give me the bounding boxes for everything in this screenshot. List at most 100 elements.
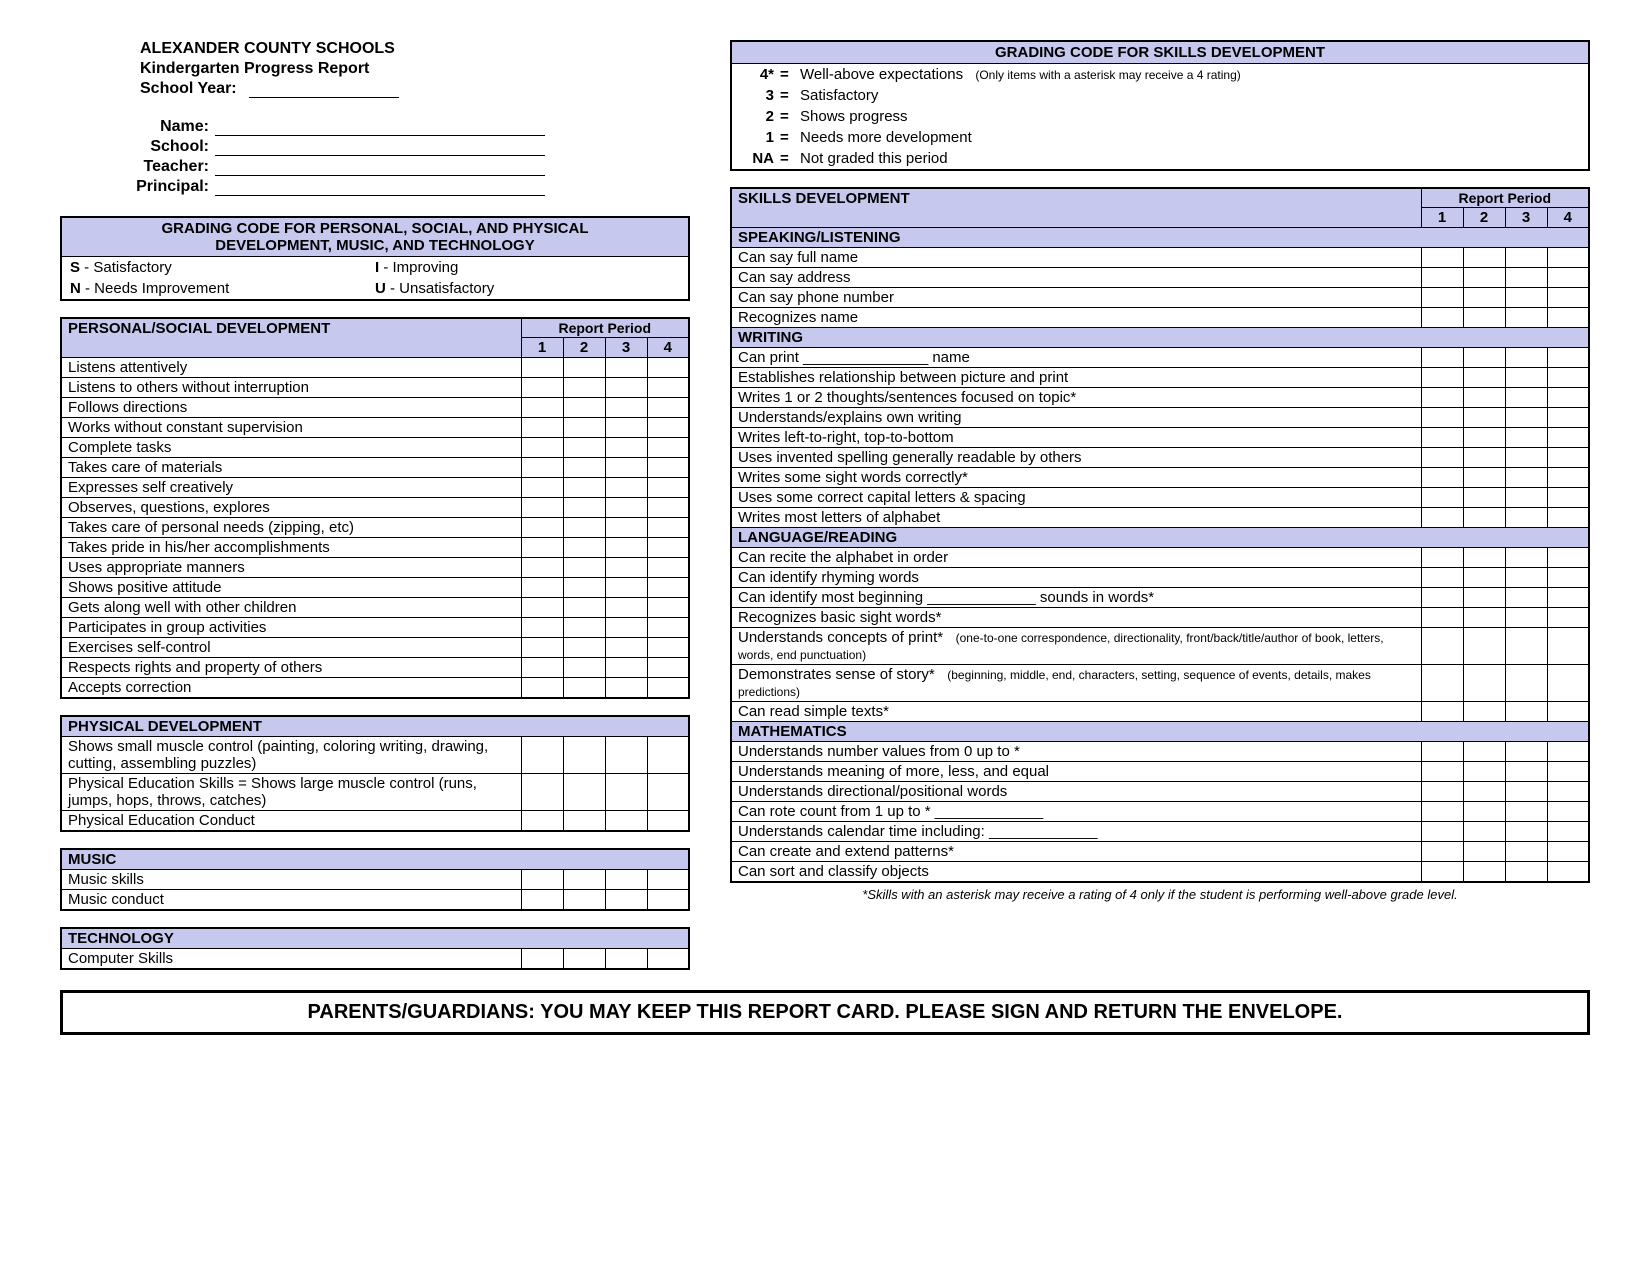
period-cell[interactable] xyxy=(521,578,563,598)
period-cell[interactable] xyxy=(1505,448,1547,468)
period-cell[interactable] xyxy=(1421,368,1463,388)
period-cell[interactable] xyxy=(563,398,605,418)
period-cell[interactable] xyxy=(1421,348,1463,368)
period-cell[interactable] xyxy=(521,618,563,638)
period-cell[interactable] xyxy=(1421,782,1463,802)
period-cell[interactable] xyxy=(563,774,605,811)
period-cell[interactable] xyxy=(563,638,605,658)
period-cell[interactable] xyxy=(1463,628,1505,665)
period-cell[interactable] xyxy=(1421,568,1463,588)
period-cell[interactable] xyxy=(647,618,689,638)
teacher-line[interactable] xyxy=(215,158,545,176)
period-cell[interactable] xyxy=(563,378,605,398)
period-cell[interactable] xyxy=(605,678,647,699)
period-cell[interactable] xyxy=(563,558,605,578)
period-cell[interactable] xyxy=(647,378,689,398)
period-cell[interactable] xyxy=(521,774,563,811)
period-cell[interactable] xyxy=(647,358,689,378)
period-cell[interactable] xyxy=(1505,488,1547,508)
period-cell[interactable] xyxy=(1547,742,1589,762)
period-cell[interactable] xyxy=(1547,268,1589,288)
period-cell[interactable] xyxy=(1505,782,1547,802)
period-cell[interactable] xyxy=(563,870,605,890)
period-cell[interactable] xyxy=(521,811,563,832)
period-cell[interactable] xyxy=(647,638,689,658)
period-cell[interactable] xyxy=(1505,368,1547,388)
period-cell[interactable] xyxy=(1463,348,1505,368)
period-cell[interactable] xyxy=(647,418,689,438)
period-cell[interactable] xyxy=(1505,408,1547,428)
period-cell[interactable] xyxy=(1547,508,1589,528)
period-cell[interactable] xyxy=(1547,348,1589,368)
period-cell[interactable] xyxy=(605,811,647,832)
period-cell[interactable] xyxy=(1421,842,1463,862)
period-cell[interactable] xyxy=(521,737,563,774)
period-cell[interactable] xyxy=(1421,742,1463,762)
period-cell[interactable] xyxy=(521,418,563,438)
period-cell[interactable] xyxy=(605,358,647,378)
period-cell[interactable] xyxy=(563,358,605,378)
period-cell[interactable] xyxy=(605,578,647,598)
period-cell[interactable] xyxy=(647,890,689,911)
period-cell[interactable] xyxy=(563,598,605,618)
period-cell[interactable] xyxy=(647,538,689,558)
period-cell[interactable] xyxy=(1463,368,1505,388)
period-cell[interactable] xyxy=(521,538,563,558)
period-cell[interactable] xyxy=(1547,548,1589,568)
period-cell[interactable] xyxy=(1547,468,1589,488)
period-cell[interactable] xyxy=(521,358,563,378)
period-cell[interactable] xyxy=(521,658,563,678)
period-cell[interactable] xyxy=(1421,608,1463,628)
period-cell[interactable] xyxy=(1505,702,1547,722)
period-cell[interactable] xyxy=(1421,702,1463,722)
period-cell[interactable] xyxy=(563,418,605,438)
period-cell[interactable] xyxy=(605,658,647,678)
period-cell[interactable] xyxy=(1421,862,1463,883)
period-cell[interactable] xyxy=(647,811,689,832)
period-cell[interactable] xyxy=(1421,628,1463,665)
principal-line[interactable] xyxy=(215,178,545,196)
period-cell[interactable] xyxy=(605,398,647,418)
period-cell[interactable] xyxy=(563,498,605,518)
period-cell[interactable] xyxy=(1463,548,1505,568)
period-cell[interactable] xyxy=(605,378,647,398)
period-cell[interactable] xyxy=(605,538,647,558)
period-cell[interactable] xyxy=(1463,665,1505,702)
period-cell[interactable] xyxy=(563,478,605,498)
period-cell[interactable] xyxy=(1421,248,1463,268)
period-cell[interactable] xyxy=(1421,588,1463,608)
period-cell[interactable] xyxy=(1547,782,1589,802)
period-cell[interactable] xyxy=(647,438,689,458)
period-cell[interactable] xyxy=(1547,408,1589,428)
period-cell[interactable] xyxy=(563,538,605,558)
period-cell[interactable] xyxy=(1421,822,1463,842)
period-cell[interactable] xyxy=(1505,388,1547,408)
period-cell[interactable] xyxy=(1463,568,1505,588)
period-cell[interactable] xyxy=(647,658,689,678)
period-cell[interactable] xyxy=(1463,608,1505,628)
period-cell[interactable] xyxy=(1547,368,1589,388)
period-cell[interactable] xyxy=(647,398,689,418)
period-cell[interactable] xyxy=(521,678,563,699)
period-cell[interactable] xyxy=(647,518,689,538)
period-cell[interactable] xyxy=(563,578,605,598)
period-cell[interactable] xyxy=(605,774,647,811)
period-cell[interactable] xyxy=(563,658,605,678)
period-cell[interactable] xyxy=(1463,268,1505,288)
period-cell[interactable] xyxy=(1421,468,1463,488)
period-cell[interactable] xyxy=(563,458,605,478)
period-cell[interactable] xyxy=(563,678,605,699)
period-cell[interactable] xyxy=(1505,268,1547,288)
period-cell[interactable] xyxy=(1421,408,1463,428)
period-cell[interactable] xyxy=(1547,628,1589,665)
period-cell[interactable] xyxy=(1505,548,1547,568)
period-cell[interactable] xyxy=(563,518,605,538)
period-cell[interactable] xyxy=(1463,408,1505,428)
period-cell[interactable] xyxy=(605,618,647,638)
period-cell[interactable] xyxy=(1547,308,1589,328)
period-cell[interactable] xyxy=(647,458,689,478)
period-cell[interactable] xyxy=(521,478,563,498)
period-cell[interactable] xyxy=(1463,802,1505,822)
period-cell[interactable] xyxy=(647,558,689,578)
period-cell[interactable] xyxy=(563,949,605,970)
